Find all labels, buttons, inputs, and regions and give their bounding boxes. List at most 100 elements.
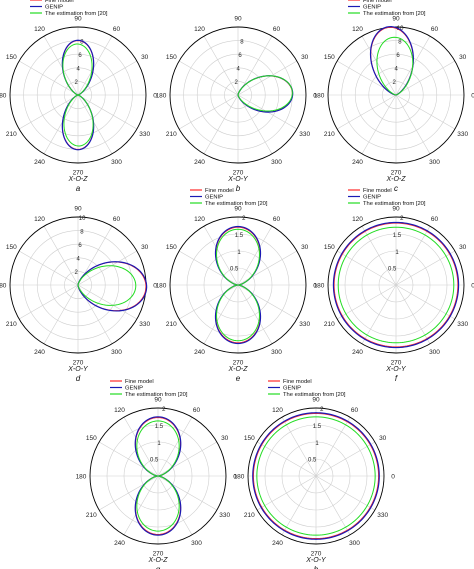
angle-label: 270: [311, 551, 322, 558]
grid-spoke: [237, 94, 273, 155]
angle-label: 210: [166, 321, 177, 328]
grid-spoke: [18, 94, 79, 130]
radial-tick-label: 1.5: [393, 233, 402, 239]
grid-spoke: [157, 441, 218, 477]
radial-tick-label: 8: [80, 40, 84, 46]
legend-label: Fine model: [205, 188, 234, 194]
angle-label: 120: [352, 26, 363, 33]
angle-label: 0: [153, 283, 157, 290]
angle-label: 210: [86, 512, 97, 519]
angle-label: 60: [431, 26, 439, 33]
angle-label: 180: [314, 93, 325, 100]
grid-spoke: [237, 250, 298, 286]
series-line-estimation: [237, 75, 293, 112]
angle-label: 60: [431, 216, 439, 223]
angle-label: 330: [139, 131, 150, 138]
radial-tick-label: 2: [393, 80, 397, 86]
radial-tick-label: 4: [76, 257, 80, 263]
legend-label: GENIP: [125, 386, 143, 392]
outer-ring: [169, 26, 307, 164]
grid-spoke: [77, 250, 138, 286]
grid-spoke: [178, 94, 239, 130]
series-line-estimation: [136, 420, 180, 532]
angle-label: 30: [459, 244, 467, 251]
angle-label: 150: [166, 54, 177, 61]
legend-label: The estimation from [20]: [363, 11, 426, 17]
grid-spoke: [256, 475, 317, 511]
radial-tick-label: 1.5: [155, 424, 164, 430]
polar-panel-g: 0.5 1 1.5 2 0 30 60 90 120 150 180 210 240 270 300 330 F…: [76, 379, 238, 569]
angle-label: 180: [234, 474, 245, 481]
angle-label: 30: [141, 54, 149, 61]
grid-spoke: [281, 416, 317, 477]
grid-spoke: [157, 475, 218, 511]
grid-spoke: [315, 475, 376, 511]
angle-label: 240: [272, 540, 283, 547]
radial-tick-label: 8: [240, 40, 244, 46]
radial-tick-label: 2: [320, 407, 324, 413]
angle-label: 330: [457, 131, 468, 138]
grid-spoke: [18, 284, 79, 320]
angle-label: 0: [313, 283, 317, 290]
grid-spoke: [237, 60, 298, 96]
grid-spoke: [203, 225, 239, 286]
series-line-estimation: [62, 43, 94, 147]
legend-label: Fine model: [45, 0, 74, 4]
grid-spoke: [98, 475, 159, 511]
radial-tick-label: 6: [78, 243, 82, 249]
grid-spoke: [178, 60, 239, 96]
series-line-fine-model: [333, 222, 459, 348]
outer-ring: [327, 216, 465, 354]
grid-spoke: [315, 416, 351, 477]
grid-spoke: [157, 416, 193, 477]
angle-label: 270: [391, 170, 402, 177]
angle-label: 300: [191, 540, 202, 547]
angle-label: 240: [352, 159, 363, 166]
angle-label: 300: [111, 159, 122, 166]
grid-spoke: [395, 284, 456, 320]
angle-label: 210: [324, 131, 335, 138]
angle-label: 0: [313, 93, 317, 100]
angle-label: 330: [457, 321, 468, 328]
grid-spoke: [256, 441, 317, 477]
polar-panel-e: 0.5 1 1.5 2 0 30 60 90 120 150 180 210 240 270 300 330 F…: [156, 188, 318, 383]
angle-label: 120: [34, 216, 45, 223]
angle-label: 270: [391, 360, 402, 367]
series-line-fine-model: [252, 412, 380, 540]
legend-label: The estimation from [20]: [363, 201, 426, 207]
subcaption: g: [156, 565, 161, 569]
grid-spoke: [281, 475, 317, 536]
subcaption: d: [76, 374, 81, 383]
angle-label: 150: [86, 435, 97, 442]
angle-label: 180: [156, 283, 167, 290]
grid-spoke: [203, 35, 239, 96]
angle-label: 270: [233, 170, 244, 177]
grid-spoke: [18, 60, 79, 96]
angle-label: 270: [73, 360, 84, 367]
polar-panel-h: 0.5 1 1.5 2 0 30 60 90 120 150 180 210 240 270 300 330 F…: [234, 379, 396, 569]
plane-label: X-O-Z: [227, 366, 248, 373]
legend-label: GENIP: [363, 195, 381, 201]
radial-tick-label: 2: [75, 80, 79, 86]
radial-tick-label: 6: [238, 53, 242, 59]
angle-label: 120: [194, 26, 205, 33]
radial-tick-label: 4: [76, 67, 80, 73]
angle-label: 90: [392, 16, 400, 23]
grid-spoke: [237, 284, 273, 345]
angle-label: 150: [324, 54, 335, 61]
angle-label: 60: [351, 407, 359, 414]
polar-panel-c: 2468100306090120150180210240270300330Fin…: [314, 0, 474, 193]
angle-label: 30: [221, 435, 229, 442]
subcaption: h: [314, 565, 319, 569]
grid-spoke: [203, 94, 239, 155]
angle-label: 180: [0, 93, 7, 100]
angle-label: 90: [74, 206, 82, 213]
legend-label: Fine model: [363, 188, 392, 194]
series-line-estimation: [216, 228, 260, 342]
radial-tick-label: 0.5: [230, 267, 239, 273]
grid-spoke: [77, 94, 138, 130]
series-line-genip: [332, 221, 460, 349]
angle-label: 120: [34, 26, 45, 33]
